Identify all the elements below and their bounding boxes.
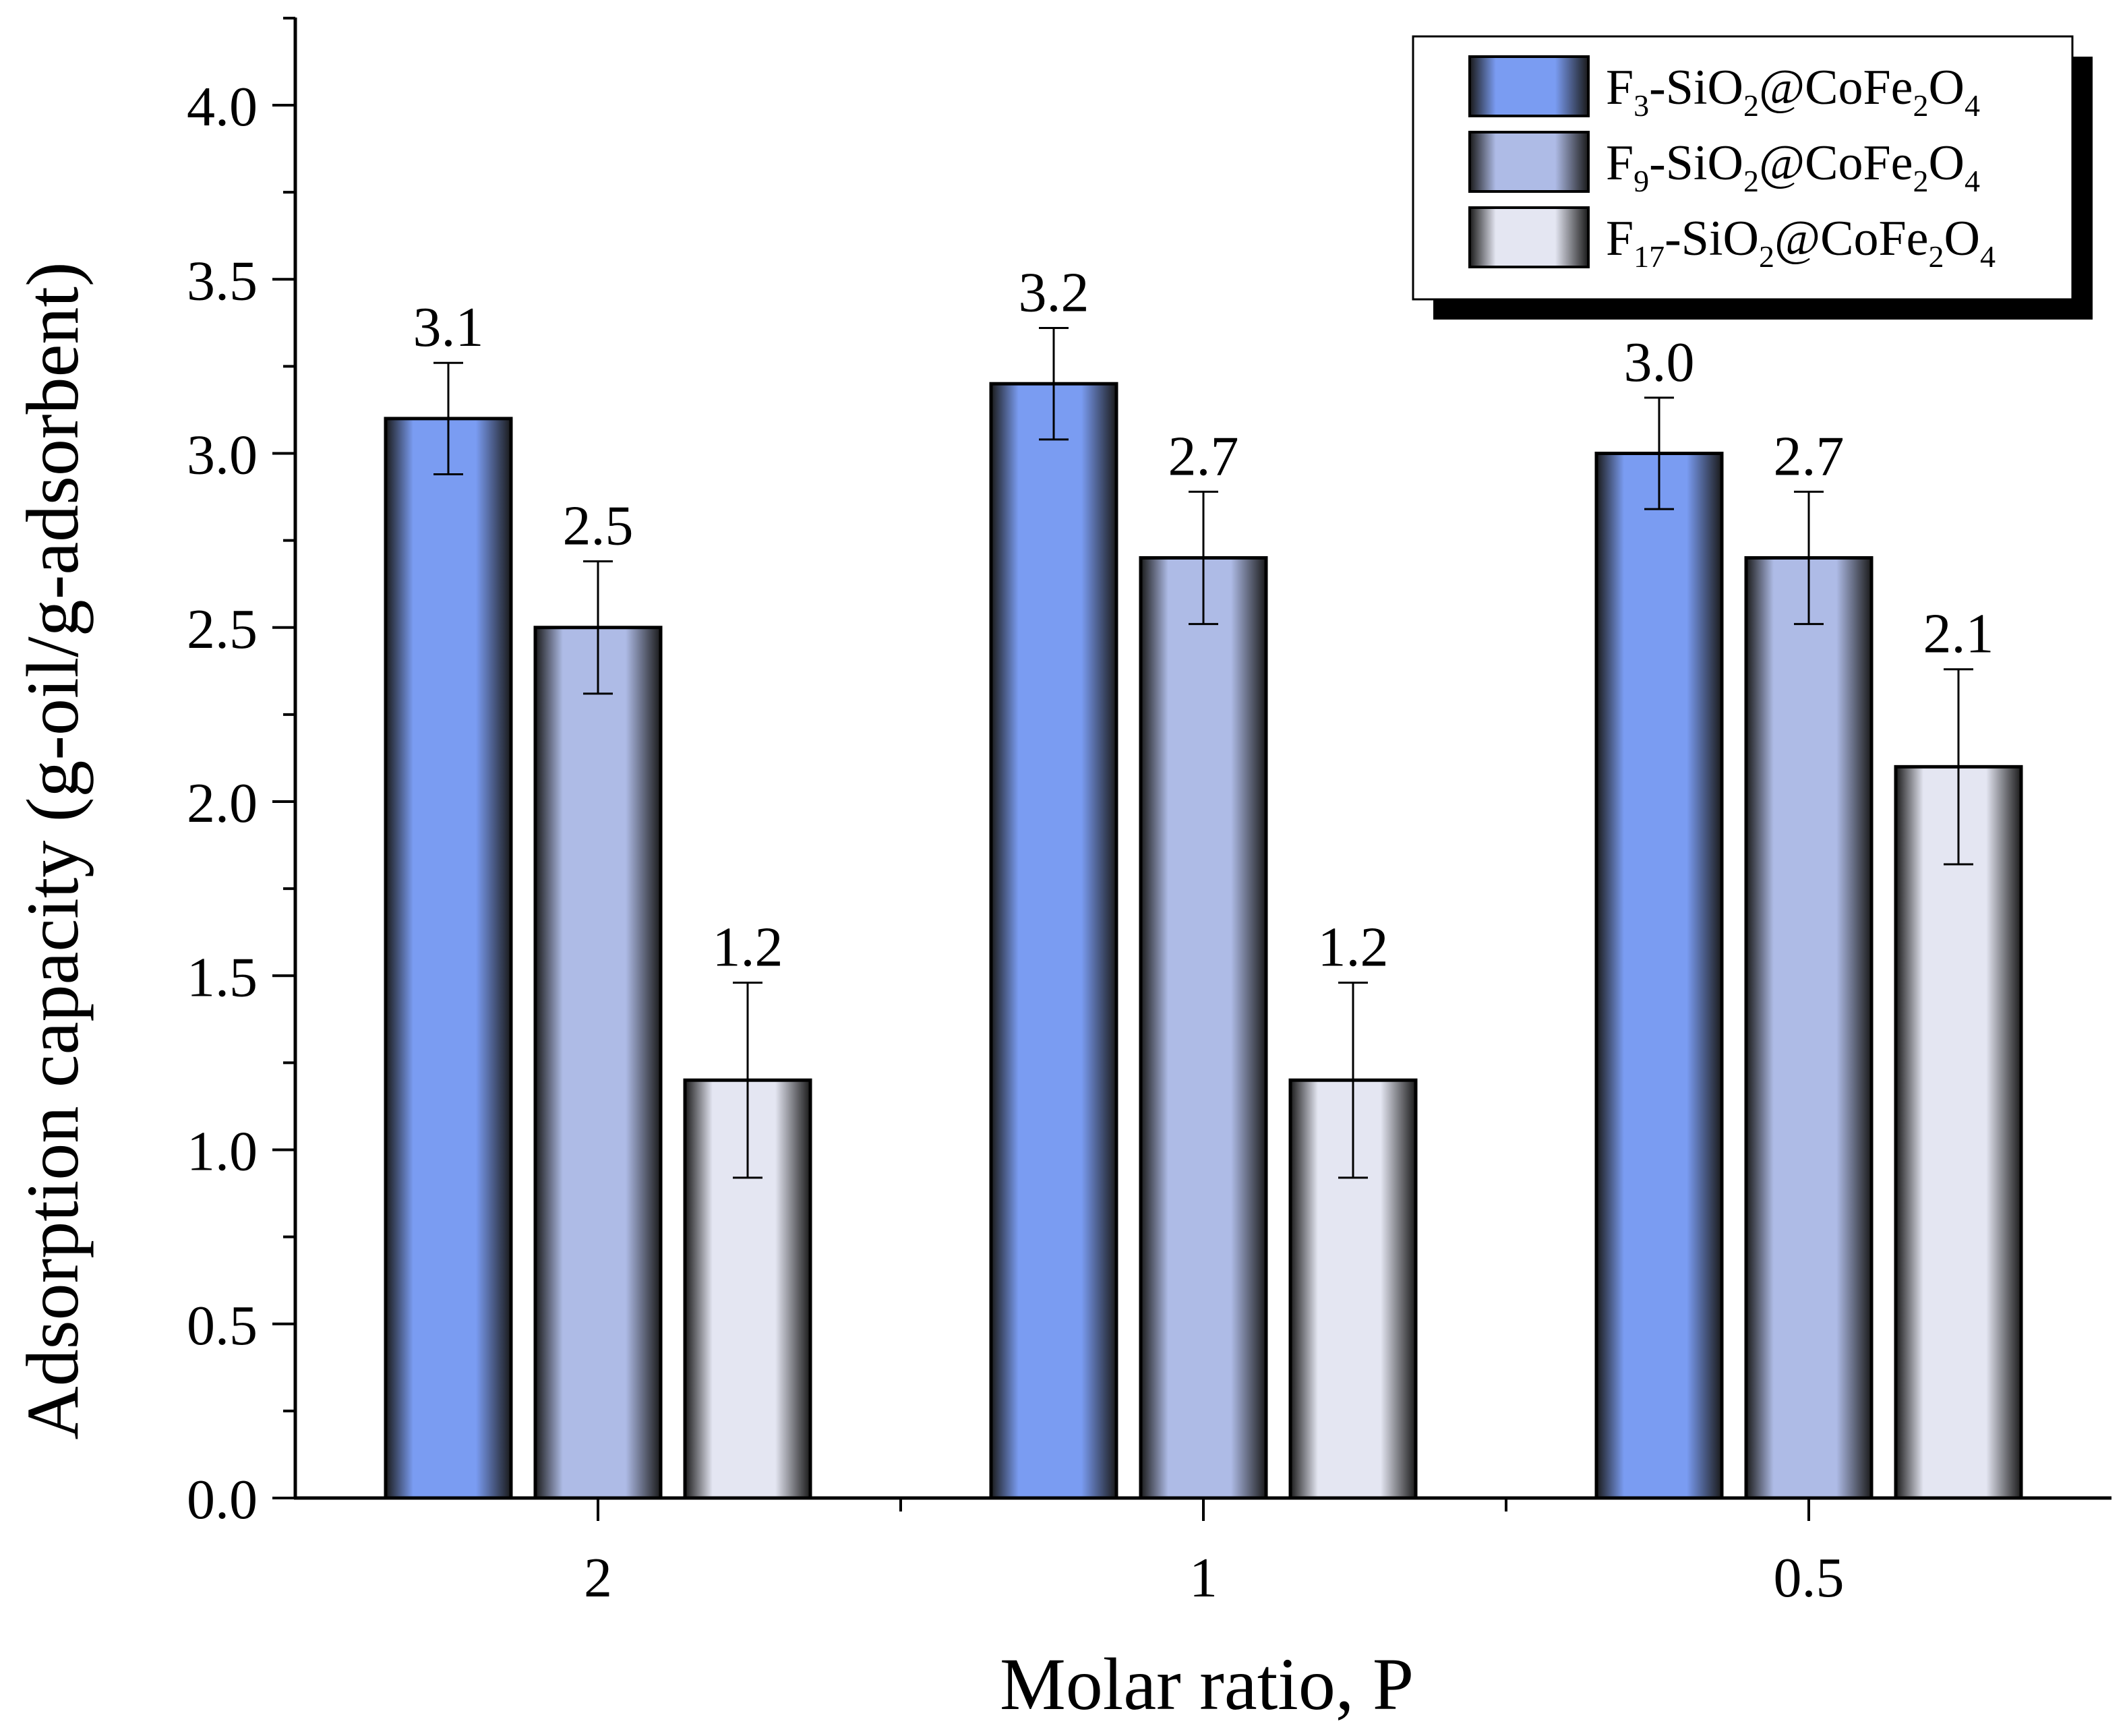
bar-series1-1 bbox=[989, 382, 1118, 1500]
legend-label-series3: F17-SiO2@CoFe2O4 bbox=[1606, 211, 1996, 274]
x-tick-label: 2 bbox=[584, 1547, 612, 1609]
data-label-series3-1: 1.2 bbox=[1318, 916, 1389, 979]
legend-swatch-series3 bbox=[1468, 206, 1590, 268]
data-label-series3-0.5: 2.1 bbox=[1923, 603, 1994, 665]
bar-series2-2 bbox=[533, 626, 663, 1500]
y-tick-label: 3.5 bbox=[187, 249, 258, 312]
x-axis-title: Molar ratio, P bbox=[1000, 1643, 1414, 1725]
data-label-series2-1: 2.7 bbox=[1168, 425, 1239, 487]
y-tick-label: 0.0 bbox=[187, 1468, 258, 1531]
legend-items: F3-SiO2@CoFe2O4 F9-SiO2@CoFe2O4 F17-SiO2@C… bbox=[1468, 55, 1996, 274]
bar-series1-0.5 bbox=[1594, 452, 1724, 1500]
legend-label-series2: F9-SiO2@CoFe2O4 bbox=[1606, 136, 1980, 198]
y-ticks-layer: 0.0 0.5 1.0 1.5 2.0 2.5 3.0 3.5 4.0 bbox=[187, 16, 295, 1531]
legend-swatch-series2 bbox=[1468, 131, 1590, 193]
bar-series3-0.5 bbox=[1894, 765, 2023, 1500]
y-tick-label: 0.5 bbox=[187, 1294, 258, 1357]
error-bar-series2-0.5 bbox=[1794, 490, 1824, 626]
data-label-series2-2: 2.5 bbox=[563, 495, 634, 558]
error-bar-series1-1 bbox=[1039, 327, 1069, 441]
x-ticks-layer: 2 1 0.5 bbox=[584, 1498, 1845, 1609]
error-bar-series3-0.5 bbox=[1944, 668, 1973, 866]
error-bar-series3-2 bbox=[733, 982, 762, 1179]
data-label-series1-1: 3.2 bbox=[1019, 262, 1089, 324]
data-labels-layer: 3.1 3.2 3.0 2.5 2.7 2.7 1.2 1.2 2.1 bbox=[413, 262, 1994, 979]
bar-series1-2 bbox=[384, 417, 513, 1500]
legend-swatch-series1 bbox=[1468, 55, 1590, 117]
error-bars-layer bbox=[433, 327, 1973, 1179]
bars-layer bbox=[384, 382, 2023, 1500]
legend: F3-SiO2@CoFe2O4 F9-SiO2@CoFe2O4 F17-SiO2@C… bbox=[1412, 35, 2093, 320]
error-bar-series3-1 bbox=[1338, 982, 1368, 1179]
y-axis-title: Adsorption capacity (g-oil/g-adsorbent) bbox=[11, 262, 94, 1439]
error-bar-series1-2 bbox=[433, 361, 463, 475]
bar-series2-1 bbox=[1139, 556, 1268, 1500]
y-tick-label: 2.5 bbox=[187, 598, 258, 661]
y-tick-label: 1.0 bbox=[187, 1120, 258, 1183]
y-tick-label: 4.0 bbox=[187, 76, 258, 138]
x-tick-label: 0.5 bbox=[1774, 1547, 1845, 1609]
data-label-series2-0.5: 2.7 bbox=[1774, 425, 1845, 487]
y-tick-label: 3.0 bbox=[187, 424, 258, 487]
error-bar-series2-2 bbox=[583, 560, 613, 695]
error-bar-series1-0.5 bbox=[1644, 396, 1674, 510]
data-label-series1-2: 3.1 bbox=[413, 296, 484, 359]
y-tick-label: 2.0 bbox=[187, 772, 258, 835]
error-bar-series2-1 bbox=[1189, 490, 1218, 626]
data-label-series3-2: 1.2 bbox=[713, 916, 783, 979]
legend-label-series1: F3-SiO2@CoFe2O4 bbox=[1606, 60, 1980, 123]
x-tick-label: 1 bbox=[1189, 1547, 1218, 1609]
bar-series2-0.5 bbox=[1744, 556, 1874, 1500]
data-label-series1-0.5: 3.0 bbox=[1624, 331, 1695, 394]
y-tick-label: 1.5 bbox=[187, 946, 258, 1009]
